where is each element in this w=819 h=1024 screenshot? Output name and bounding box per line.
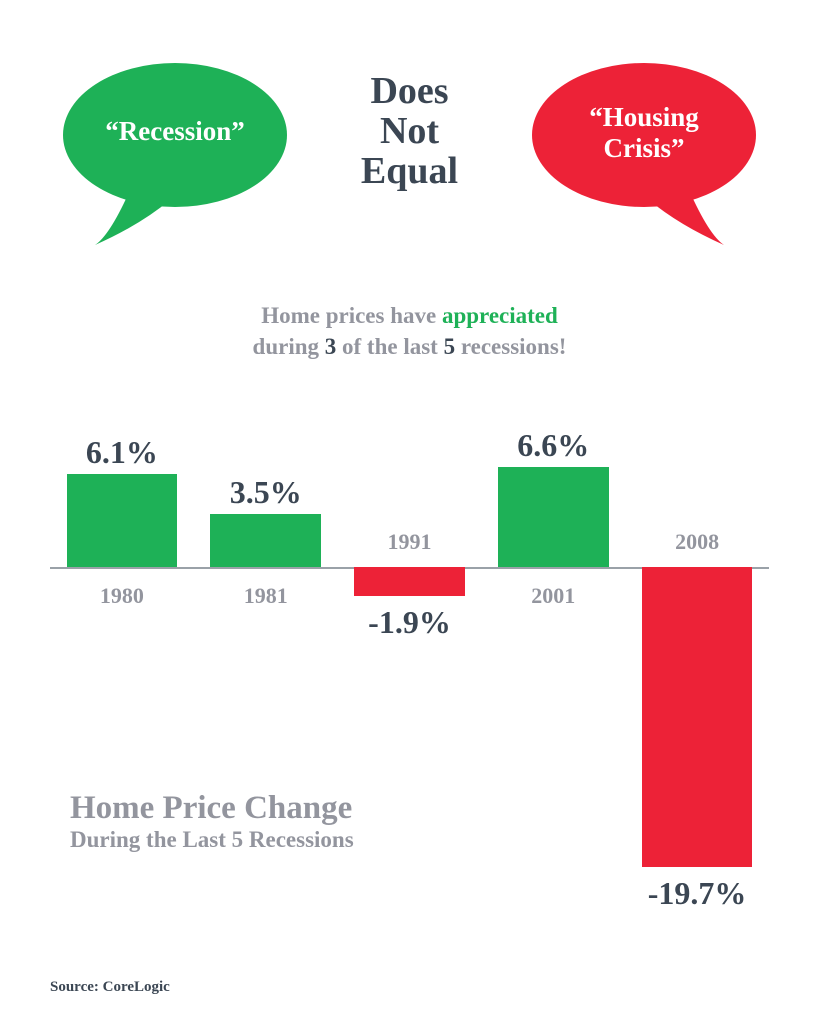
chart-title-line1: Home Price Change bbox=[70, 790, 354, 827]
chart-bars: 6.1% 1980 3.5% 1981 -1.9% 1991 6.6% 2001 -19.7% 2… bbox=[50, 417, 769, 977]
recession-speech-bubble: “Recession” bbox=[60, 60, 290, 210]
price-change-chart: 6.1% 1980 3.5% 1981 -1.9% 1991 6.6% 2001 -19.7% 2… bbox=[50, 417, 769, 977]
center-title: Does Not Equal bbox=[361, 72, 458, 192]
housing-crisis-speech-bubble: “Housing Crisis” bbox=[529, 60, 759, 210]
bar-year-2008: 2008 bbox=[631, 529, 763, 555]
center-line-2: Not bbox=[361, 112, 458, 152]
speech-bubble-left-icon bbox=[60, 60, 290, 250]
bar-2001 bbox=[498, 467, 609, 567]
bar-1980 bbox=[67, 474, 178, 567]
housing-crisis-bubble-label: “Housing Crisis” bbox=[529, 102, 759, 164]
bar-1991 bbox=[354, 567, 465, 596]
center-line-1: Does bbox=[361, 72, 458, 112]
bar-column-1980: 6.1% 1980 bbox=[56, 417, 188, 977]
bar-column-2008: -19.7% 2008 bbox=[631, 417, 763, 977]
source-footer: Source: CoreLogic bbox=[50, 979, 170, 996]
recession-bubble-label: “Recession” bbox=[60, 116, 290, 147]
subtitle-line-1: Home prices have appreciated bbox=[0, 300, 819, 331]
bar-year-1991: 1991 bbox=[344, 529, 476, 555]
bar-value-1991: -1.9% bbox=[344, 604, 476, 641]
chart-title-line2: During the Last 5 Recessions bbox=[70, 827, 354, 853]
bar-value-1981: 3.5% bbox=[200, 474, 332, 511]
bar-value-1980: 6.1% bbox=[56, 434, 188, 471]
bar-2008 bbox=[642, 567, 753, 866]
bar-column-2001: 6.6% 2001 bbox=[487, 417, 619, 977]
bar-column-1991: -1.9% 1991 bbox=[344, 417, 476, 977]
subtitle: Home prices have appreciated during 3 of… bbox=[0, 300, 819, 362]
bar-year-1981: 1981 bbox=[200, 583, 332, 609]
bar-value-2008: -19.7% bbox=[631, 875, 763, 912]
subtitle-line-2: during 3 of the last 5 recessions! bbox=[0, 331, 819, 362]
bar-year-2001: 2001 bbox=[487, 583, 619, 609]
bar-column-1981: 3.5% 1981 bbox=[200, 417, 332, 977]
bar-value-2001: 6.6% bbox=[487, 427, 619, 464]
bar-year-1980: 1980 bbox=[56, 583, 188, 609]
chart-title-block: Home Price Change During the Last 5 Rece… bbox=[70, 790, 354, 853]
bar-1981 bbox=[210, 514, 321, 567]
header-region: “Recession” Does Not Equal “Housing Cris… bbox=[0, 0, 819, 240]
center-line-3: Equal bbox=[361, 152, 458, 192]
